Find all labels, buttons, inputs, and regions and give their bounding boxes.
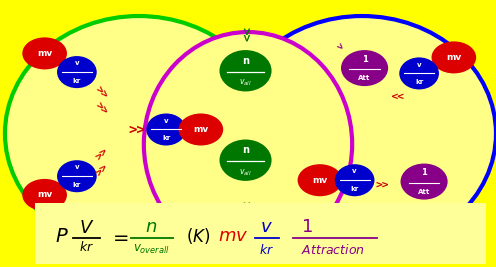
Text: kr: kr — [73, 78, 81, 84]
Text: mv: mv — [37, 49, 52, 58]
Text: $kr$: $kr$ — [259, 243, 274, 257]
Ellipse shape — [22, 179, 67, 211]
Ellipse shape — [179, 113, 223, 146]
Text: kr: kr — [351, 186, 359, 192]
FancyBboxPatch shape — [35, 203, 486, 264]
Text: kr: kr — [415, 79, 423, 85]
Text: v: v — [352, 168, 357, 174]
Text: $v_{overall}$: $v_{overall}$ — [133, 243, 170, 256]
Text: $v$: $v$ — [260, 218, 273, 237]
Text: $v_{all}$: $v_{all}$ — [239, 168, 252, 178]
Ellipse shape — [57, 160, 97, 192]
Text: 1: 1 — [421, 168, 427, 177]
Ellipse shape — [341, 50, 388, 86]
Ellipse shape — [144, 32, 352, 256]
Ellipse shape — [146, 113, 186, 146]
Ellipse shape — [335, 164, 374, 196]
Ellipse shape — [219, 50, 272, 91]
Ellipse shape — [432, 41, 476, 73]
Text: $(K)$: $(K)$ — [186, 226, 211, 246]
Text: mv: mv — [446, 53, 461, 62]
Text: n: n — [242, 146, 249, 155]
Text: v: v — [74, 60, 79, 66]
Ellipse shape — [228, 16, 496, 251]
Ellipse shape — [399, 57, 439, 89]
Ellipse shape — [57, 56, 97, 88]
Text: v: v — [417, 62, 422, 68]
Text: kr: kr — [73, 182, 81, 188]
Ellipse shape — [5, 16, 273, 251]
Text: Att: Att — [359, 75, 371, 81]
Text: >>: >> — [128, 123, 145, 136]
Text: $1$: $1$ — [301, 218, 312, 237]
Text: >>: >> — [375, 179, 389, 189]
Text: >>: >> — [93, 100, 110, 116]
Text: kr: kr — [162, 135, 170, 141]
Text: $P$: $P$ — [55, 227, 69, 246]
Ellipse shape — [298, 164, 342, 196]
Text: >>: >> — [390, 90, 404, 100]
Ellipse shape — [22, 37, 67, 69]
Text: >>: >> — [93, 161, 110, 178]
Text: v: v — [164, 118, 169, 124]
Text: $kr$: $kr$ — [79, 240, 94, 254]
Text: mv: mv — [312, 176, 327, 185]
Ellipse shape — [401, 163, 447, 200]
Text: $n$: $n$ — [145, 218, 157, 237]
Text: mv: mv — [37, 190, 52, 199]
Text: $V$: $V$ — [79, 219, 94, 237]
Text: $=$: $=$ — [109, 227, 129, 246]
Text: 1: 1 — [362, 54, 368, 64]
Text: $mv$: $mv$ — [218, 227, 248, 245]
Ellipse shape — [219, 139, 272, 181]
Text: $v_{all}$: $v_{all}$ — [239, 78, 252, 88]
Text: >>: >> — [239, 201, 252, 216]
Text: >: > — [453, 203, 464, 214]
Text: >>: >> — [93, 84, 110, 100]
Text: >>: >> — [239, 27, 252, 42]
Text: >: > — [334, 41, 345, 52]
Text: >>: >> — [93, 145, 110, 162]
Text: v: v — [74, 164, 79, 170]
Text: Att: Att — [418, 189, 430, 195]
Text: mv: mv — [193, 125, 208, 134]
Text: $Attraction$: $Attraction$ — [302, 243, 365, 257]
Text: n: n — [242, 56, 249, 66]
